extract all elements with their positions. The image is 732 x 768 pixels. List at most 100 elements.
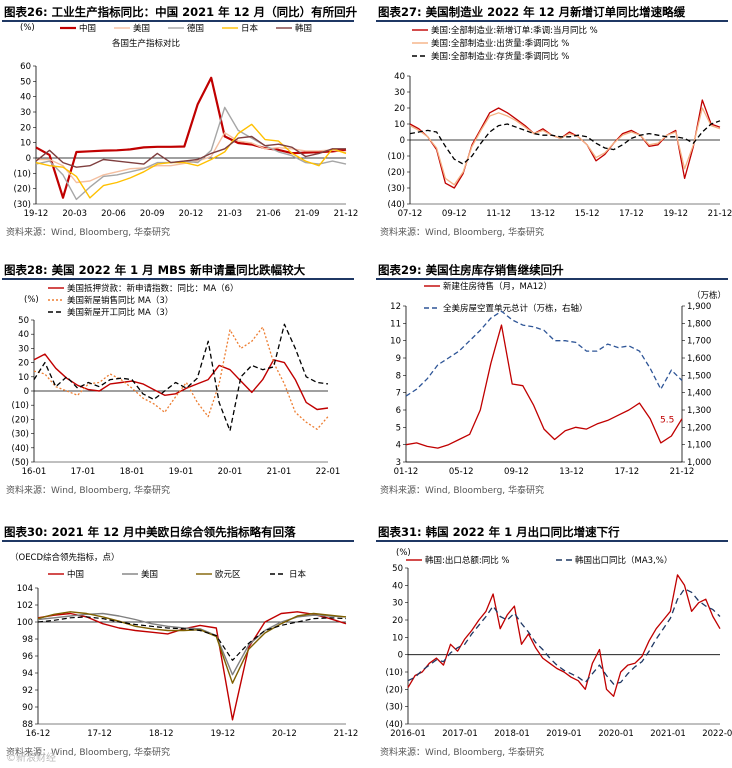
x-tick-label: 17-12 <box>614 467 639 477</box>
y-tick-label: 60 <box>20 62 31 72</box>
title-rule <box>376 20 728 22</box>
series-line-1 <box>409 99 721 189</box>
x-tick-label: 15-12 <box>575 209 600 219</box>
inner-title: 各国生产指标对比 <box>112 38 180 49</box>
y2-tick-label: 1,900 <box>687 302 711 312</box>
series-line-2 <box>409 107 721 186</box>
series-line-3 <box>409 120 721 165</box>
series-line-1 <box>35 76 347 199</box>
y2-tick-label: 1,700 <box>687 337 711 347</box>
y-tick-label: (30) <box>388 184 405 194</box>
y-tick-label: 90 <box>22 703 33 713</box>
legend-label: 韩国出口同比（MA3,%） <box>575 555 672 566</box>
legend-label: 欧元区 <box>215 569 241 580</box>
chart-title: 图表27: 美国制造业 2022 年 12 月新增订单同比增速略缓 <box>378 5 686 19</box>
series-line-2 <box>405 310 683 397</box>
chart-26-plot: (30) (20) (10) 0 10 20 30 40 50 60 19-12 20-03 20-06… <box>14 23 359 219</box>
y-tick-label: 50 <box>20 77 31 87</box>
title-rule <box>2 540 354 542</box>
value-annotation: 5.5 <box>660 416 674 426</box>
legend-label: 美国新屋销售同比 MA（3） <box>67 295 173 306</box>
x-tick-label: 2021-01 <box>650 729 686 739</box>
x-tick-label: 13-12 <box>559 467 584 477</box>
x-tick-label: 2018-01 <box>494 729 530 739</box>
y-tick-label: 98 <box>22 635 33 645</box>
title-rule <box>376 540 728 542</box>
x-tick-label: 17-01 <box>71 467 96 477</box>
y-tick-label: 30 <box>20 108 31 118</box>
y-tick-label: 6 <box>396 406 401 416</box>
x-tick-label: 2017-01 <box>442 729 478 739</box>
x-tick-label: 19-12 <box>210 729 235 739</box>
x-tick-label: 20-03 <box>62 209 87 219</box>
x-tick-label: 19-12 <box>663 209 688 219</box>
y-tick-label: (30) <box>12 430 29 440</box>
y-axis-label: （OECD综合领先指标，点） <box>10 552 120 563</box>
x-tick-label: 20-12 <box>272 729 297 739</box>
y-tick-label: (50) <box>12 458 29 468</box>
source-note: 资料来源：Wind, Bloomberg, 华泰研究 <box>380 228 545 238</box>
y-tick-label: 88 <box>22 720 33 730</box>
y-tick-label: 0 <box>24 387 29 397</box>
y-tick-label: 12 <box>390 302 401 312</box>
x-tick-label: 05-12 <box>449 467 474 477</box>
legend-label: 韩国:出口总额:同比 % <box>425 555 510 566</box>
y-tick-label: 9 <box>396 354 401 364</box>
legend-label: 美国 <box>141 569 158 580</box>
x-tick-label: 19-01 <box>169 467 194 477</box>
y-tick-label: 7 <box>396 389 401 399</box>
chart-title: 图表26: 工业生产指标同比：中国 2021 年 12 月（同比）有所回升 <box>4 5 358 19</box>
x-tick-label: 09-12 <box>504 467 529 477</box>
x-tick-label: 22-01 <box>316 467 341 477</box>
y-tick-label: 94 <box>22 669 33 679</box>
y2-axis-label: （万栋） <box>692 290 726 301</box>
x-tick-label: 21-01 <box>267 467 292 477</box>
y-tick-label: 104 <box>17 584 33 594</box>
series-line-1 <box>407 574 721 697</box>
x-tick-label: 01-12 <box>394 467 419 477</box>
series-line-2 <box>37 612 347 676</box>
legend-label: 韩国 <box>295 23 312 34</box>
y-tick-label: (10) <box>12 401 29 411</box>
y-tick-label: 10 <box>18 373 29 383</box>
y-tick-label: 3 <box>396 458 401 468</box>
x-tick-label: 2020-01 <box>598 729 634 739</box>
legend-label: 德国 <box>187 23 204 34</box>
x-tick-label: 20-01 <box>218 467 243 477</box>
x-tick-label: 2022-01 <box>702 729 732 739</box>
chart-title: 图表30: 2021 年 12 月中美欧日综合领先指标略有回落 <box>4 525 296 539</box>
y-tick-label: (20) <box>386 685 403 695</box>
x-tick-label: 13-12 <box>531 209 556 219</box>
y-tick-label: (10) <box>14 169 31 179</box>
x-tick-label: 21-09 <box>295 209 320 219</box>
legend-label: 中国 <box>67 569 84 580</box>
legend-label: 美国:全部制造业:新增订单:季调:当月同比 % <box>431 25 598 36</box>
source-note: 资料来源：Wind, Bloomberg, 华泰研究 <box>380 486 545 496</box>
source-note: 资料来源：Wind, Bloomberg, 华泰研究 <box>6 228 171 238</box>
y-tick-label: 11 <box>390 319 401 329</box>
x-tick-label: 11-12 <box>486 209 511 219</box>
legend-label: 美国:全部制造业:存货量:季调同比 % <box>431 51 569 62</box>
series-line-5 <box>35 135 346 168</box>
chart-panel-30: 图表30: 2021 年 12 月中美欧日综合领先指标略有回落 88 90 92 94… <box>2 522 358 758</box>
source-note: 资料来源：Wind, Bloomberg, 华泰研究 <box>6 748 171 758</box>
y-tick-label: (30) <box>386 703 403 713</box>
series-line-3 <box>37 611 347 684</box>
x-tick-label: 09-12 <box>442 209 467 219</box>
y-axis-label: (%) <box>24 295 39 305</box>
legend-label: 中国 <box>79 23 96 34</box>
chart-panel-28: 图表28: 美国 2022 年 1 月 MBS 新申请量同比跌幅较大 (50)(… <box>2 260 354 496</box>
y-tick-label: (20) <box>388 168 405 178</box>
chart-28-plot: (50) (40) (30) (20) (10) 0 10 20 30 40 50 16-01 17-0… <box>12 283 341 477</box>
x-tick-label: 20-12 <box>179 209 204 219</box>
y-tick-label: 96 <box>22 652 33 662</box>
y-axis-label: (%) <box>396 548 411 558</box>
x-tick-label: 17-12 <box>87 729 112 739</box>
x-tick-label: 2016-01 <box>390 729 426 739</box>
y-tick-label: 40 <box>392 581 403 591</box>
y-tick-label: 30 <box>394 88 405 98</box>
y2-tick-label: 1,600 <box>687 354 711 364</box>
chart-panel-29: 图表29: 美国住房库存销售继续回升 3 4 5 6 7 8 9 10 11 12 1,000 1,1… <box>376 260 728 496</box>
x-tick-label: 20-06 <box>101 209 126 219</box>
series-line-3 <box>33 323 329 432</box>
